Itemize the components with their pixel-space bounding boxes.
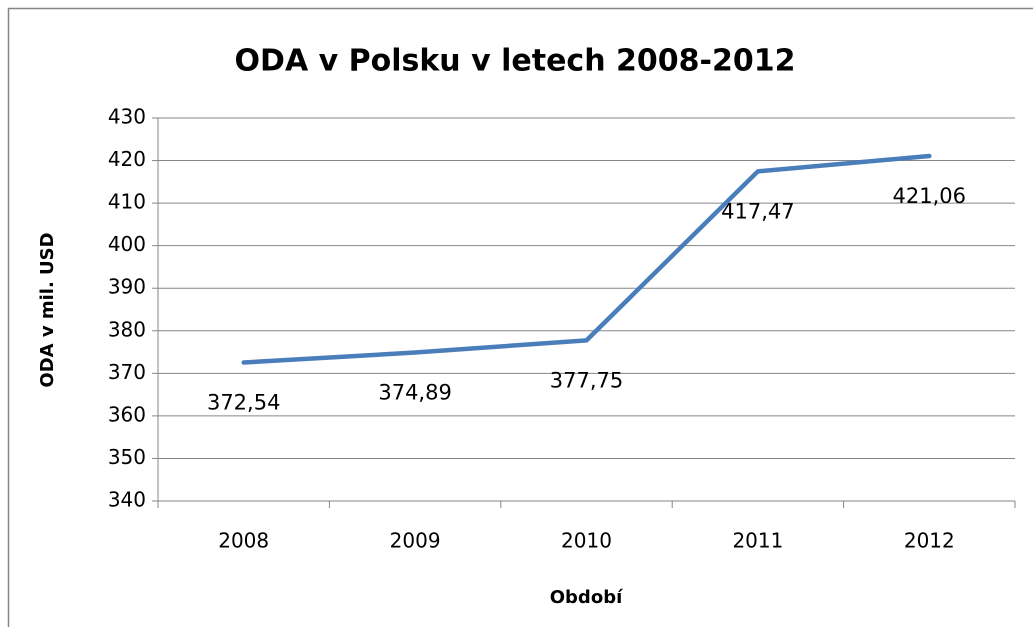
chart-title: ODA v Polsku v letech 2008-2012	[235, 44, 796, 79]
y-tick-label: 420	[108, 147, 146, 171]
data-label: 421,06	[893, 184, 966, 208]
y-tick-label: 410	[108, 190, 146, 214]
data-label: 377,75	[550, 368, 623, 392]
y-tick-label: 360	[108, 402, 146, 426]
x-tick-label: 2012	[904, 529, 955, 553]
y-axis-title: ODA v mil. USD	[37, 232, 58, 387]
x-tick-label: 2009	[390, 529, 441, 553]
y-tick-label: 340	[108, 488, 146, 512]
data-label: 374,89	[378, 381, 451, 405]
y-tick-label: 430	[108, 105, 146, 129]
data-label: 417,47	[721, 199, 794, 223]
y-tick-label: 380	[108, 317, 146, 341]
data-label: 372,54	[207, 391, 280, 415]
x-tick-label: 2008	[218, 529, 269, 553]
y-tick-label: 350	[108, 445, 146, 469]
x-axis-title: Období	[550, 587, 623, 608]
x-tick-label: 2010	[561, 529, 612, 553]
y-tick-label: 400	[108, 232, 146, 256]
y-tick-label: 390	[108, 275, 146, 299]
y-tick-label: 370	[108, 360, 146, 384]
x-tick-label: 2011	[732, 529, 783, 553]
chart-border	[7, 7, 1033, 627]
data-line	[241, 153, 932, 365]
